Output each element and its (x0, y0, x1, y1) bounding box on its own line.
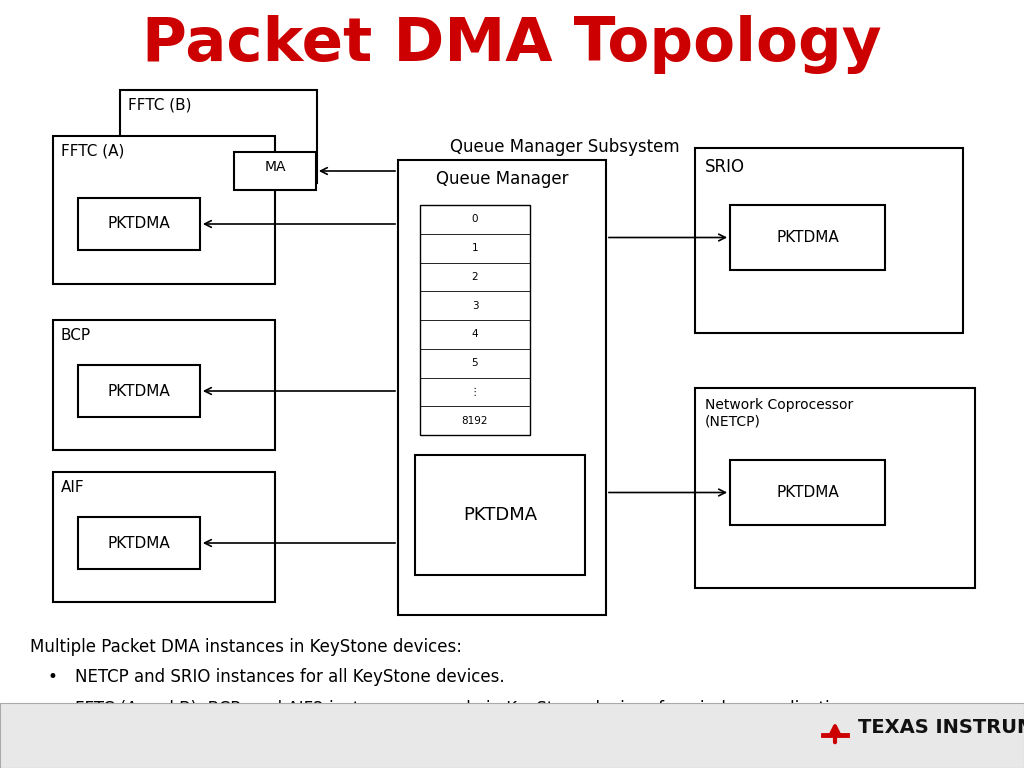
Text: MA: MA (264, 160, 286, 174)
Bar (398, 160, 606, 615)
Text: 8192: 8192 (462, 415, 488, 425)
Text: ⋮: ⋮ (470, 387, 480, 397)
Text: 0: 0 (472, 214, 478, 224)
Text: Queue Manager Subsystem: Queue Manager Subsystem (450, 138, 680, 156)
Text: 2: 2 (472, 272, 478, 282)
Text: Queue Manager: Queue Manager (436, 170, 568, 188)
Text: PKTDMA: PKTDMA (776, 230, 839, 245)
Bar (78, 517, 200, 569)
Text: NETCP and SRIO instances for all KeyStone devices.: NETCP and SRIO instances for all KeySton… (75, 668, 505, 686)
Text: PKTDMA: PKTDMA (108, 535, 170, 551)
Text: PKTDMA: PKTDMA (776, 485, 839, 500)
Bar (0, 703, 1024, 768)
Bar (78, 198, 200, 250)
Text: 1: 1 (472, 243, 478, 253)
Bar (415, 455, 585, 575)
Text: 3: 3 (472, 300, 478, 310)
Bar (730, 460, 885, 525)
Text: BCP: BCP (61, 328, 91, 343)
Bar (730, 205, 885, 270)
Text: PKTDMA: PKTDMA (108, 383, 170, 399)
Text: TEXAS INSTRUMENTS: TEXAS INSTRUMENTS (858, 718, 1024, 737)
Text: SRIO: SRIO (705, 158, 745, 176)
Text: FFTC (A): FFTC (A) (61, 144, 124, 159)
Text: 4: 4 (472, 329, 478, 339)
Bar (53, 320, 275, 450)
Bar (53, 472, 275, 602)
Text: •: • (48, 700, 58, 718)
Text: AIF: AIF (61, 480, 85, 495)
Text: Multiple Packet DMA instances in KeyStone devices:: Multiple Packet DMA instances in KeySton… (30, 638, 462, 656)
Text: Packet DMA Topology: Packet DMA Topology (142, 15, 882, 74)
Bar (234, 152, 316, 190)
Text: PKTDMA: PKTDMA (463, 506, 537, 524)
Text: PKTDMA: PKTDMA (108, 217, 170, 231)
Text: FFTC (B): FFTC (B) (128, 98, 191, 113)
Bar (420, 205, 530, 435)
Text: •: • (48, 668, 58, 686)
Bar (695, 148, 963, 333)
Bar (78, 365, 200, 417)
Text: Network Coprocessor
(NETCP): Network Coprocessor (NETCP) (705, 398, 853, 429)
Bar (695, 388, 975, 588)
Bar (120, 90, 317, 183)
Bar (53, 136, 275, 284)
Text: 5: 5 (472, 358, 478, 368)
Text: FFTC (A and B), BCP, and AIF2 instances are only in KeyStone devices for wireles: FFTC (A and B), BCP, and AIF2 instances … (75, 700, 864, 718)
